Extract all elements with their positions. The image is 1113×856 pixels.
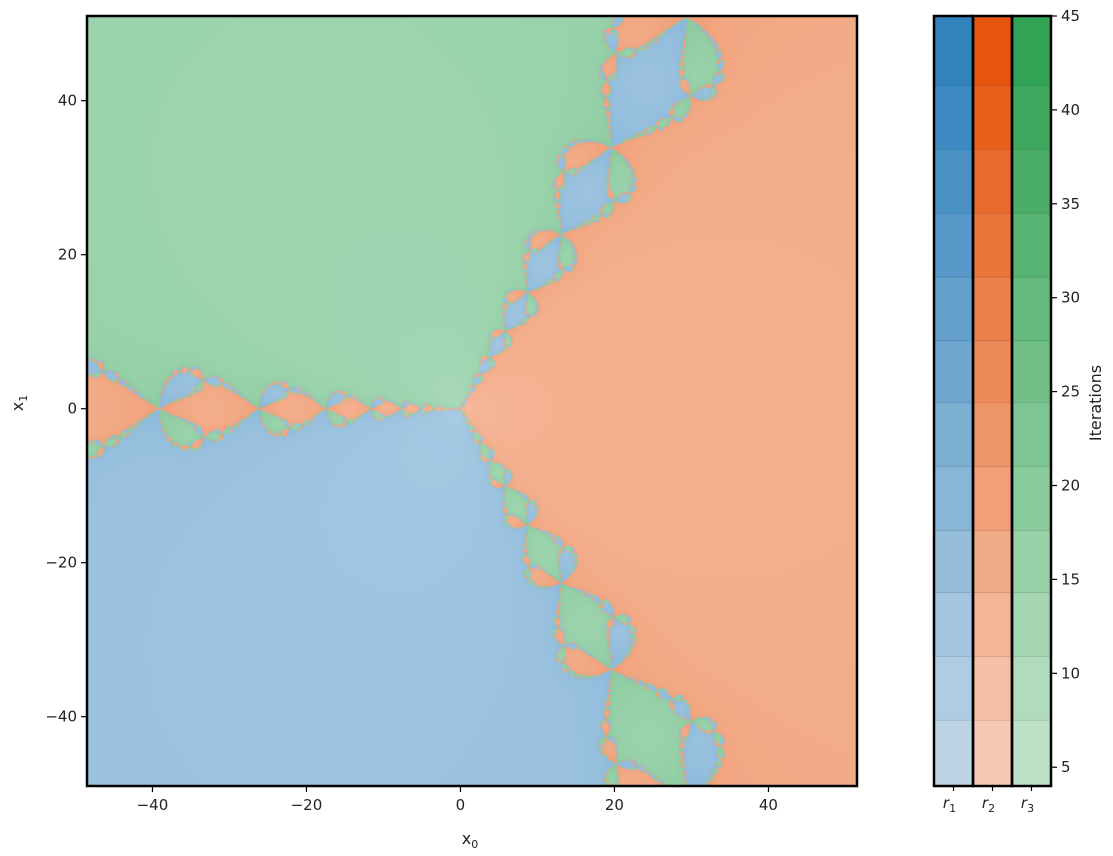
colorbar-cell [933, 276, 974, 342]
colorbar-cell [933, 530, 974, 593]
x-tick-label: 20 [605, 796, 624, 814]
colorbar-cell [933, 656, 974, 721]
basin-heatmap [87, 16, 857, 786]
colorbar-cell [933, 149, 974, 214]
colorbar-tick-label: 15 [1061, 570, 1080, 588]
colorbar-cells [933, 15, 1052, 787]
colorbar-cell [933, 402, 974, 467]
colorbar-cell [1011, 656, 1052, 721]
colorbar-column-label: r3 [1021, 794, 1034, 815]
colorbar-cell [1011, 276, 1052, 342]
colorbar-cell [1011, 530, 1052, 593]
y-axis-ticks: −40 −20 0 20 40 [45, 92, 87, 726]
colorbar-tick-label: 35 [1061, 195, 1080, 213]
colorbar-tick-label: 20 [1061, 477, 1080, 495]
y-tick-label: 0 [67, 400, 77, 418]
x-axis-label: x0 [462, 829, 478, 851]
y-axis-label: x1 [8, 395, 30, 411]
colorbar-cell [933, 340, 974, 404]
colorbar-cell [1011, 149, 1052, 214]
x-axis-ticks: −40 −20 0 20 40 [137, 786, 778, 814]
colorbar-cell [972, 85, 1013, 150]
colorbar-cell [972, 530, 1013, 593]
colorbar-column-labels: r1 r2 r3 [943, 786, 1034, 815]
x-tick-label: −20 [291, 796, 323, 814]
basin-image-holder [87, 16, 857, 786]
colorbar-cell [1011, 340, 1052, 404]
colorbar-ticks: 5 10 15 20 25 30 35 40 45 [1051, 7, 1080, 776]
colorbar-column-label: r1 [943, 794, 956, 815]
y-tick-label: −40 [45, 708, 77, 726]
x-tick-label: 40 [759, 796, 778, 814]
colorbar-tick-label: 45 [1061, 7, 1080, 25]
colorbar-cell [972, 15, 1013, 86]
x-tick-label: −40 [137, 796, 169, 814]
colorbar-tick-label: 5 [1061, 758, 1071, 776]
colorbar-tick-label: 10 [1061, 664, 1080, 682]
colorbar-cell [933, 15, 974, 86]
colorbar-cell [972, 720, 1013, 787]
colorbar-cell [1011, 466, 1052, 531]
colorbar-cell [1011, 212, 1052, 278]
colorbar-tick-label: 30 [1061, 289, 1080, 307]
basin-plot: −40 −20 0 20 40 −40 −20 0 20 40 x0 x1 [8, 14, 859, 851]
colorbar-tick-label: 40 [1061, 101, 1080, 119]
colorbar-cell [972, 466, 1013, 531]
colorbar-cell [933, 85, 974, 150]
colorbar-cell [972, 402, 1013, 467]
y-tick-label: 40 [58, 92, 77, 110]
colorbar-cell [933, 720, 974, 787]
colorbar: 5 10 15 20 25 30 35 40 45 r1 r2 r3 Iterations [932, 7, 1105, 815]
x-tick-label: 0 [456, 796, 466, 814]
colorbar-cell [1011, 720, 1052, 787]
colorbar-cell [1011, 592, 1052, 657]
colorbar-tick-label: 25 [1061, 383, 1080, 401]
colorbar-cell [933, 592, 974, 657]
colorbar-cell [933, 466, 974, 531]
colorbar-cell [972, 276, 1013, 342]
colorbar-cell [1011, 402, 1052, 467]
colorbar-cell [933, 212, 974, 278]
colorbar-cell [972, 149, 1013, 214]
colorbar-cell [972, 592, 1013, 657]
y-tick-label: 20 [58, 246, 77, 264]
colorbar-label: Iterations [1086, 365, 1105, 441]
y-tick-label: −20 [45, 554, 77, 572]
colorbar-cell [972, 656, 1013, 721]
colorbar-column-label: r2 [982, 794, 995, 815]
plot-frame [85, 14, 859, 788]
colorbar-cell [1011, 85, 1052, 150]
colorbar-cell [972, 212, 1013, 278]
colorbar-cell [972, 340, 1013, 404]
colorbar-cell [1011, 15, 1052, 86]
